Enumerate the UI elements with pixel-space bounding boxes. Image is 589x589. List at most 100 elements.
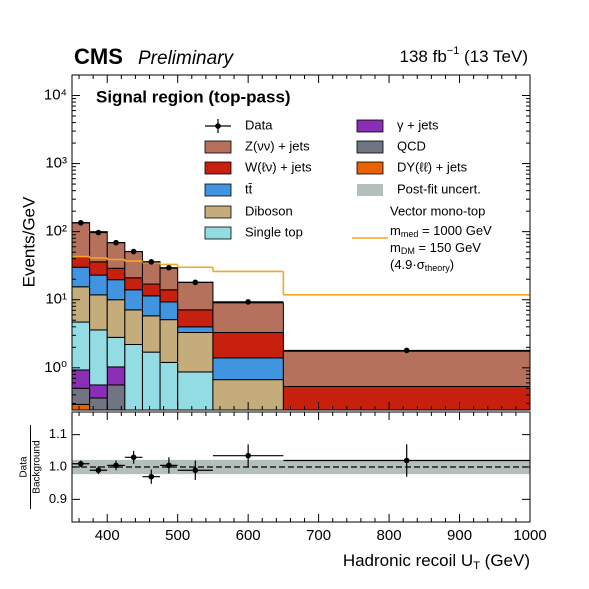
legend-sublabel-sub: med <box>401 229 419 239</box>
y-axis-label: Events/GeV <box>19 196 38 287</box>
stack-bar <box>283 499 530 515</box>
stack-bar <box>159 319 179 363</box>
ratio-point <box>192 467 199 474</box>
legend-sublabel-text: m <box>390 240 401 255</box>
x-tick-label: 600 <box>236 527 261 544</box>
ratio-point <box>245 452 251 459</box>
data-point <box>245 299 251 305</box>
experiment: CMS <box>74 44 123 69</box>
ratio-point <box>403 457 410 464</box>
stack-bar <box>177 371 214 410</box>
stack-bar <box>124 343 143 410</box>
ratio-label-top: Data <box>19 456 30 478</box>
legend-swatch <box>357 184 383 196</box>
stack-bar <box>72 387 91 405</box>
ratio-point <box>78 460 84 467</box>
legend-label: Vector mono-top <box>390 203 485 218</box>
stack-bar <box>141 315 161 353</box>
legend-swatch <box>356 140 384 154</box>
legend-sublabel-rest: = 1000 GeV <box>418 223 492 238</box>
stack-bar <box>177 332 214 373</box>
legend-swatch <box>204 205 232 219</box>
stack-bar <box>160 426 178 443</box>
x-tick-label: 700 <box>306 527 331 544</box>
ratio-point <box>113 462 119 469</box>
stack-bar <box>106 384 126 410</box>
x-label-sub: T <box>473 560 480 572</box>
stack-bar <box>177 281 214 311</box>
data-point <box>130 248 137 255</box>
stack-bar <box>89 261 108 276</box>
y-tick-label: 10⁰ <box>44 359 67 376</box>
data-point <box>192 279 199 286</box>
x-tick-label: 500 <box>165 527 190 544</box>
legend-label: γ + jets <box>397 117 439 132</box>
legend-swatch <box>204 183 232 197</box>
legend-label: Diboson <box>245 203 293 218</box>
stack-bar <box>72 286 91 323</box>
legend-swatch <box>204 161 232 175</box>
legend-label: DY(ℓℓ) + jets <box>397 159 468 174</box>
stack-bar <box>124 309 143 345</box>
stack-bar <box>89 397 108 410</box>
lumi: 138 fb−1 (13 TeV) <box>400 45 528 67</box>
data-point <box>148 259 155 265</box>
ratio-label-bottom: Background <box>32 440 43 493</box>
stack-bar <box>106 242 126 269</box>
stack-bar <box>177 326 214 334</box>
stack-bar <box>72 403 91 410</box>
data-point <box>403 347 410 354</box>
uncert-band <box>124 459 143 475</box>
legend-label: Z(νν) + jets <box>245 138 310 153</box>
status: Preliminary <box>138 48 235 69</box>
legend-sublabel-sub: theory <box>425 263 451 273</box>
x-label-text: Hadronic recoil U <box>343 551 473 570</box>
stack-bar <box>125 413 143 431</box>
stack-bar <box>89 274 108 296</box>
stack-bar <box>212 332 284 359</box>
stack-bar <box>141 295 161 317</box>
y-tick-label: 10¹ <box>45 291 67 308</box>
uncert-band <box>142 459 161 475</box>
x-tick-label: 400 <box>95 527 120 544</box>
stack-bar <box>106 299 126 338</box>
legend-sublabel-text: (4.9·σ <box>390 257 425 272</box>
stack-bar <box>124 289 143 311</box>
lumi-exp: −1 <box>447 45 460 57</box>
stack-bar <box>283 417 530 439</box>
stack-bar <box>72 222 91 258</box>
legend-sublabel: mmed = 1000 GeV <box>390 223 492 239</box>
plot-title: Signal region (top-pass) <box>96 87 291 106</box>
stack-bar <box>142 419 160 436</box>
legend-label: Single top <box>245 224 303 239</box>
stack-bar <box>141 351 161 410</box>
ratio-plot <box>72 444 530 484</box>
main-plot <box>72 219 530 515</box>
ratio-point <box>148 473 155 480</box>
energy: (13 TeV) <box>459 47 528 66</box>
legend-sublabel: (4.9·σtheory) <box>390 257 454 273</box>
lumi-value: 138 fb <box>400 47 447 66</box>
legend-label: W(ℓν) + jets <box>245 159 312 174</box>
ratio-y-tick-label: 0.9 <box>49 491 67 506</box>
data-point <box>113 239 119 246</box>
data-point <box>95 229 102 236</box>
stack-bar <box>89 329 108 386</box>
stack-bar <box>159 301 179 321</box>
stack-bar <box>141 283 161 297</box>
legend-sublabel-rest: = 150 GeV <box>415 240 481 255</box>
stack-bar <box>159 267 179 291</box>
legend-label: Post-fit uncert. <box>397 181 481 196</box>
x-tick-label: 800 <box>377 527 402 544</box>
stack-bar <box>124 251 143 279</box>
stack-bar <box>141 261 161 285</box>
stack-bar <box>159 361 179 410</box>
data-point <box>78 219 84 226</box>
ratio-point <box>95 467 102 474</box>
x-tick-label: 1000 <box>513 527 546 544</box>
stack-bar <box>212 302 284 334</box>
legend-sublabel: mDM = 150 GeV <box>390 240 481 256</box>
stack-bar <box>106 366 126 386</box>
ratio-y-tick-label: 1.1 <box>49 426 67 441</box>
